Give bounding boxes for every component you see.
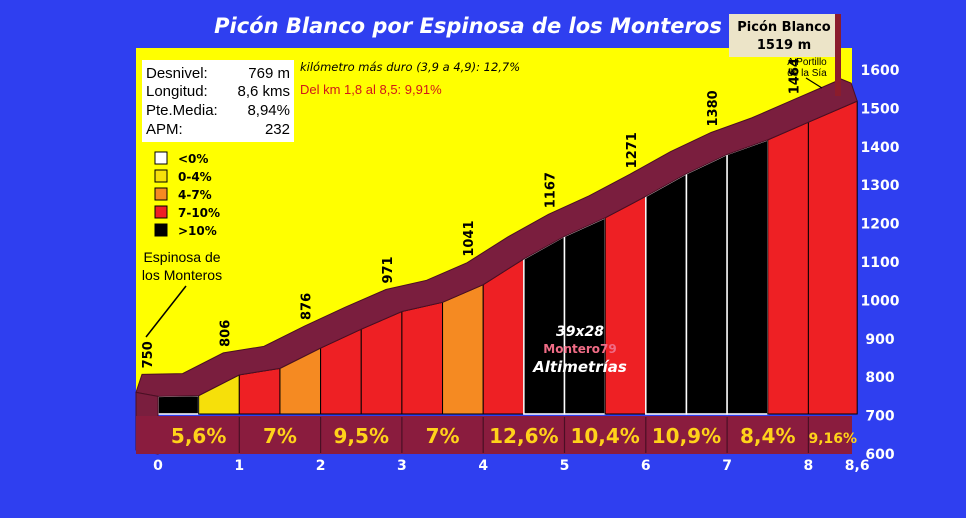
stat-value-longitud: 8,6 kms <box>237 83 290 100</box>
summit-elevation: 1519 m <box>757 38 811 53</box>
start-label-line1: Espinosa de <box>143 249 220 265</box>
elevation-label: 1167 <box>544 172 559 208</box>
gradient-label: 8,4% <box>740 424 795 448</box>
elevation-label: 806 <box>218 320 233 347</box>
gradient-label: 7% <box>426 424 460 448</box>
x-tick-label: 3 <box>397 458 407 474</box>
stats-box: Desnivel: 769 m Longitud: 8,6 kms Pte.Me… <box>142 60 294 142</box>
x-tick-label: 7 <box>722 458 732 474</box>
legend-label-gt10: >10% <box>178 224 217 238</box>
summit-name: Picón Blanco <box>737 20 831 35</box>
watermark-brand: Altimetrías <box>532 358 627 376</box>
start-label: Espinosa de los Monteros <box>142 249 222 338</box>
range-note: Del km 1,8 al 8,5: 9,91% <box>300 82 442 97</box>
elevation-label: 750 <box>141 341 156 368</box>
watermark-size: 39x28 <box>556 324 604 340</box>
legend-swatch-gt10 <box>154 223 168 237</box>
profile-segment <box>482 258 525 415</box>
hardest-km-note: kilómetro más duro (3,9 a 4,9): 12,7% <box>300 60 520 74</box>
elevation-labels: 750 806 876 971 1041 1167 1271 1380 1464 <box>141 58 802 368</box>
x-tick-label: 4 <box>478 458 488 474</box>
profile-segment <box>401 301 444 415</box>
legend-label-neg: <0% <box>178 152 208 166</box>
x-tick-label: 6 <box>641 458 651 474</box>
elevation-label: 971 <box>381 256 396 283</box>
y-axis: 600 700 800 900 1000 1100 1200 1300 1400 1500 1600 <box>861 63 900 463</box>
legend-swatch-7-10 <box>154 205 168 219</box>
elevation-label: 1041 <box>462 220 477 256</box>
elevation-label: 1271 <box>625 132 640 168</box>
elevation-label: 1380 <box>706 90 721 126</box>
profile-segment <box>767 121 809 415</box>
y-tick-label: 1400 <box>861 140 900 156</box>
summit-note-1: A Portillo <box>787 57 827 68</box>
x-tick-label: 1 <box>234 458 244 474</box>
legend-swatch-4-7 <box>154 187 168 201</box>
gradient-band: 5,6% 7% 9,5% 7% 12,6% 10,4% 10,9% 8,4% 9,16% <box>136 416 857 454</box>
summit-note-2: de la Sía <box>787 68 827 79</box>
gradient-label: 10,9% <box>652 424 721 448</box>
y-tick-label: 1200 <box>861 217 900 233</box>
gradient-label: 5,6% <box>171 424 226 448</box>
legend-label-7-10: 7-10% <box>178 206 220 220</box>
profile-segment <box>442 283 484 415</box>
stat-value-apm: 232 <box>265 121 290 138</box>
x-tick-label: 5 <box>560 458 570 474</box>
profile-segment <box>563 216 606 415</box>
y-tick-label: 1500 <box>861 101 900 117</box>
watermark-author: Montero79 <box>543 342 616 356</box>
legend-swatch-neg <box>154 151 168 165</box>
profile-segment <box>645 172 688 415</box>
elevation-label: 1464 <box>787 58 802 94</box>
stat-label-desnivel: Desnivel: <box>146 65 208 82</box>
y-tick-label: 600 <box>865 447 894 463</box>
y-tick-label: 900 <box>865 332 894 348</box>
elevation-label: 876 <box>300 293 315 320</box>
stat-label-pendiente: Pte.Media: <box>146 102 218 119</box>
stat-value-desnivel: 769 m <box>248 65 290 82</box>
x-tick-label: 8,6 <box>845 458 870 474</box>
y-tick-label: 800 <box>865 370 894 386</box>
y-tick-label: 1600 <box>861 63 900 79</box>
gradient-label: 12,6% <box>489 424 558 448</box>
profile-segment <box>157 394 200 415</box>
gradient-band-bg <box>136 416 852 454</box>
chart-title: Picón Blanco por Espinosa de los Montero… <box>214 14 722 38</box>
legend-swatch-0-4 <box>154 169 168 183</box>
start-pointer <box>145 285 187 338</box>
stat-label-apm: APM: <box>146 121 183 138</box>
stat-label-longitud: Longitud: <box>146 83 208 100</box>
profile-segment <box>807 100 858 415</box>
y-tick-label: 700 <box>865 409 894 425</box>
gradient-label: 7% <box>263 424 297 448</box>
profile-segment <box>238 367 281 415</box>
summit-box: Picón Blanco 1519 m A Portillo de la Sía <box>729 14 841 96</box>
profile-segment <box>685 153 728 415</box>
x-axis: 0 1 2 3 4 5 6 7 8 8,6 <box>153 458 869 474</box>
profile-segment <box>604 195 647 415</box>
legend: <0% 0-4% 4-7% 7-10% >10% <box>154 151 220 238</box>
legend-label-0-4: 0-4% <box>178 170 212 184</box>
profile-segment <box>726 138 769 415</box>
x-tick-label: 8 <box>804 458 814 474</box>
y-tick-label: 1000 <box>861 293 900 309</box>
gradient-label: 9,5% <box>334 424 389 448</box>
start-label-line2: los Monteros <box>142 267 222 283</box>
x-tick-label: 2 <box>316 458 326 474</box>
y-tick-label: 1300 <box>861 178 900 194</box>
profile-band <box>135 78 858 397</box>
gradient-segments <box>157 100 858 415</box>
legend-label-4-7: 4-7% <box>178 188 212 202</box>
x-tick-label: 0 <box>153 458 163 474</box>
gradient-label: 10,4% <box>570 424 639 448</box>
gradient-label: 9,16% <box>809 431 858 447</box>
summit-pointer <box>805 77 823 89</box>
y-tick-label: 1100 <box>861 255 900 271</box>
stat-value-pendiente: 8,94% <box>247 102 290 119</box>
